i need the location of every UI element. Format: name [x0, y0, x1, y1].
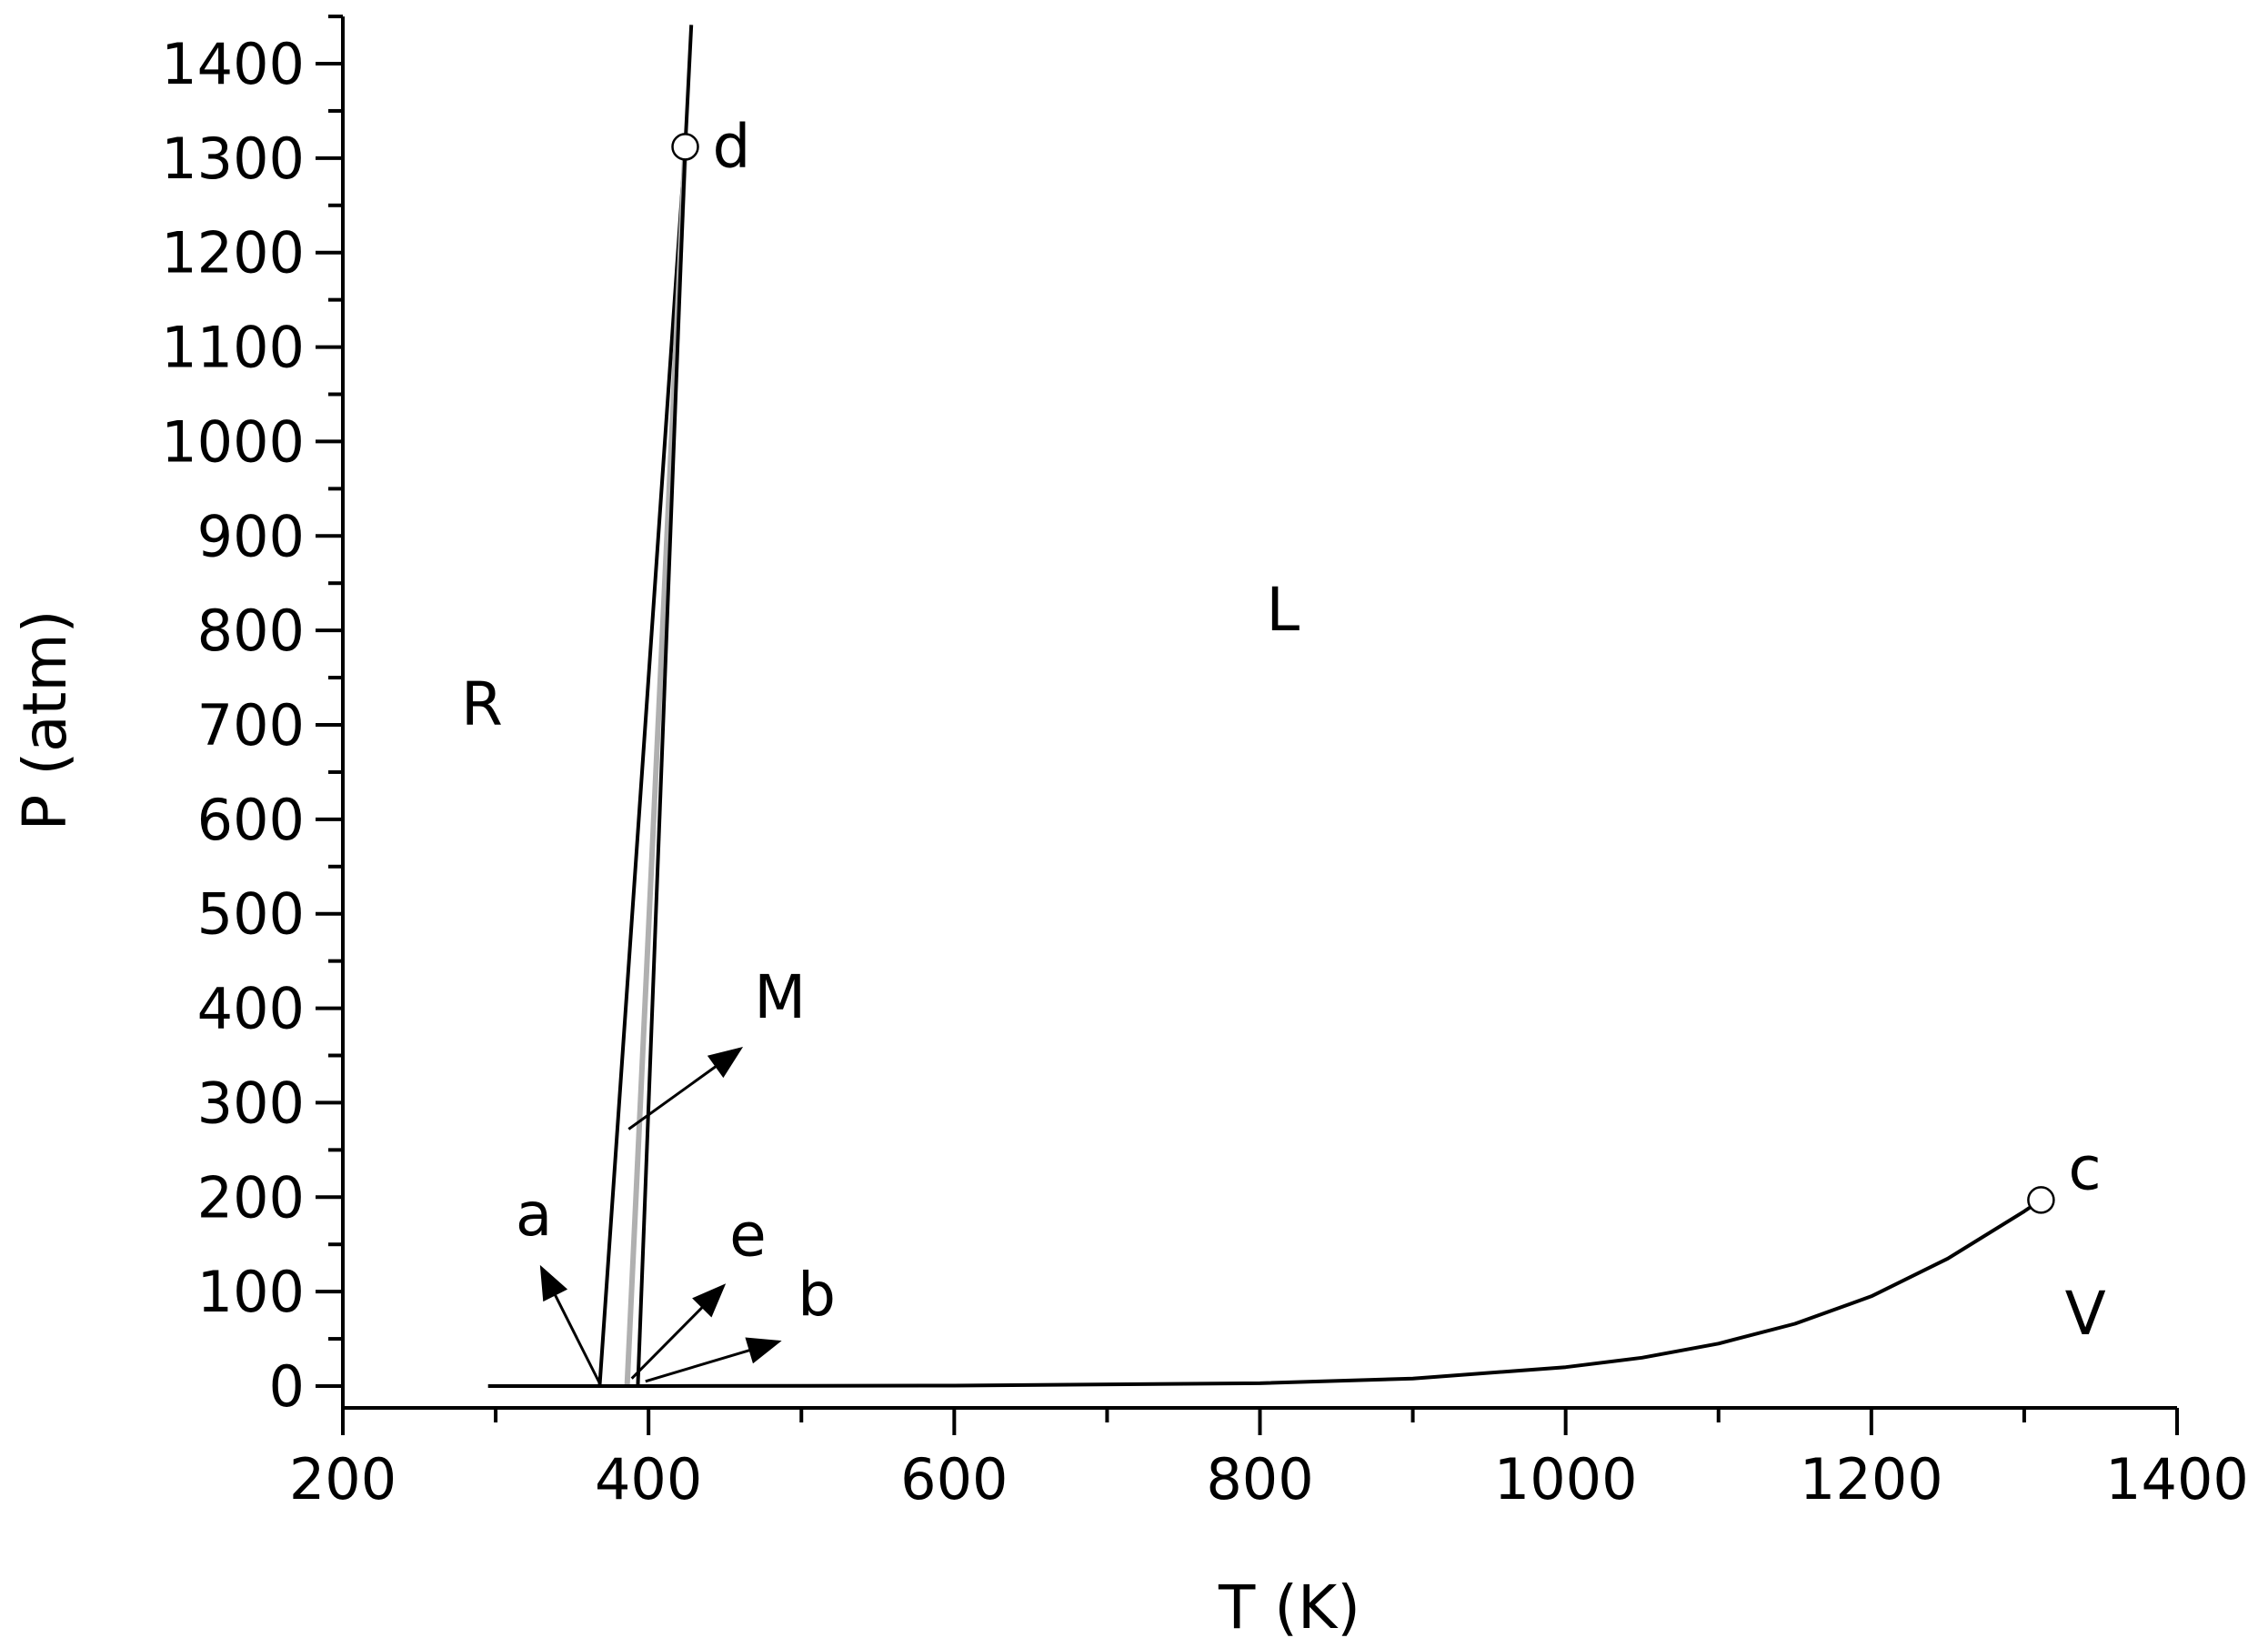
series-line-2	[636, 146, 687, 1387]
annotation-label-b: b	[798, 1260, 836, 1330]
critical-point-d	[671, 133, 699, 161]
y-tick-label: 800	[197, 598, 305, 664]
critical-point-c	[2027, 1186, 2055, 1214]
y-tick-label: 1000	[161, 408, 305, 475]
region-label-V: V	[2065, 1279, 2106, 1349]
y-tick-label: 200	[197, 1164, 305, 1231]
annotations: R L Va eb M	[461, 575, 2106, 1384]
x-tick-label: 1200	[1800, 1446, 1943, 1512]
y-tick-label: 1400	[161, 31, 305, 97]
arrow-b	[645, 1337, 782, 1383]
y-tick-label: 400	[197, 976, 305, 1042]
annotation-label-M: M	[754, 962, 806, 1032]
y-tick-label: 1300	[161, 126, 305, 192]
arrow-e	[630, 1283, 727, 1380]
x-tick-label: 800	[1206, 1446, 1313, 1512]
y-tick-label: 0	[269, 1353, 305, 1420]
region-label-R: R	[461, 669, 503, 739]
x-tick-label: 1400	[2105, 1446, 2249, 1512]
point-label-d: d	[713, 111, 751, 181]
y-tick-label: 1100	[161, 315, 305, 381]
x-tick-label: 1000	[1494, 1446, 1638, 1512]
arrow-M	[627, 1047, 744, 1130]
arrow-a	[539, 1264, 601, 1384]
point-label-c: c	[2068, 1133, 2101, 1203]
y-tick-label: 1200	[161, 220, 305, 286]
x-tick-label: 600	[900, 1446, 1008, 1512]
annotation-label-a: a	[516, 1180, 552, 1250]
y-tick-label: 500	[197, 881, 305, 948]
x-tick-label: 400	[595, 1446, 702, 1512]
y-tick-label: 600	[197, 787, 305, 853]
y-tick-label: 300	[197, 1070, 305, 1136]
series-line-3	[487, 1198, 2042, 1388]
axes: 200 400 600 800 1000 1200 1400 0 100 200 300 400 500…	[161, 15, 2249, 1512]
y-tick-label: 700	[197, 692, 305, 759]
x-tick-label: 200	[289, 1446, 396, 1512]
y-tick-label: 900	[197, 503, 305, 569]
region-label-L: L	[1266, 575, 1300, 645]
annotation-label-e: e	[729, 1201, 767, 1271]
series-group: dc	[487, 25, 2102, 1388]
x-axis-label: T (K)	[1218, 1573, 1360, 1643]
y-tick-label: 100	[197, 1259, 305, 1325]
y-axis-label: P (atm)	[10, 610, 80, 831]
